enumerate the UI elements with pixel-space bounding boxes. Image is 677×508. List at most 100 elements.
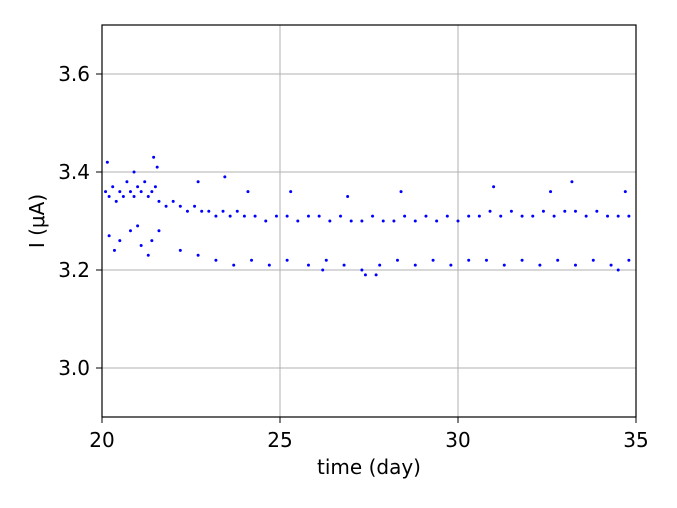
data-point: [584, 214, 588, 218]
data-point: [371, 214, 375, 218]
data-point: [136, 224, 140, 228]
x-axis-ticks: 20 25 30 35: [89, 417, 649, 452]
data-point: [143, 180, 147, 184]
y-tick-label: 3.4: [58, 160, 90, 184]
data-point: [392, 219, 396, 223]
data-point: [306, 263, 310, 267]
data-point: [104, 190, 108, 194]
x-tick-label: 25: [267, 428, 292, 452]
data-point: [570, 180, 574, 184]
data-point: [139, 190, 143, 194]
data-point: [114, 199, 118, 203]
data-point: [128, 229, 132, 233]
data-point: [250, 258, 254, 262]
data-point: [627, 258, 631, 262]
data-point: [606, 214, 610, 218]
data-point: [321, 268, 325, 272]
data-point: [531, 214, 535, 218]
data-point: [378, 263, 382, 267]
data-point: [563, 209, 567, 213]
data-point: [221, 209, 225, 213]
data-point: [121, 195, 125, 198]
data-point: [153, 185, 157, 189]
y-tick-label: 3.6: [58, 62, 90, 86]
data-point: [616, 268, 620, 272]
data-point: [223, 175, 227, 179]
data-point: [488, 209, 492, 213]
data-point: [235, 209, 239, 213]
x-tick-label: 35: [623, 428, 648, 452]
data-point: [146, 253, 150, 257]
data-point: [520, 258, 524, 262]
data-point: [520, 214, 524, 218]
data-point: [467, 214, 471, 218]
data-point: [467, 258, 471, 262]
data-point: [360, 219, 364, 223]
data-point: [556, 258, 560, 262]
x-axis-label: time (day): [317, 455, 421, 479]
data-point: [274, 214, 278, 218]
data-point: [152, 155, 156, 159]
data-point: [285, 258, 289, 262]
x-tick-label: 20: [89, 428, 114, 452]
data-point: [317, 214, 321, 218]
data-point: [413, 263, 417, 267]
data-point: [185, 209, 189, 213]
data-point: [435, 219, 439, 223]
data-point: [399, 190, 403, 194]
y-tick-label: 3.0: [58, 356, 90, 380]
data-point: [285, 214, 289, 218]
data-point: [552, 214, 556, 218]
data-point: [502, 263, 506, 267]
y-tick-label: 3.2: [58, 258, 90, 282]
y-axis-label: I (μA): [25, 194, 49, 248]
data-point: [107, 234, 111, 238]
data-point: [111, 185, 115, 189]
data-point: [413, 219, 417, 223]
data-point: [296, 219, 300, 223]
data-point: [128, 190, 132, 194]
data-point: [623, 190, 627, 194]
data-point: [214, 258, 218, 262]
data-point: [449, 263, 453, 267]
data-point: [132, 195, 136, 198]
data-point: [200, 209, 204, 213]
data-point: [139, 244, 143, 247]
data-point: [112, 248, 116, 252]
data-point: [132, 170, 136, 174]
data-point: [157, 229, 161, 233]
data-point: [431, 258, 435, 262]
data-point: [609, 263, 613, 267]
data-point: [328, 219, 332, 223]
data-point: [171, 199, 175, 203]
data-point: [150, 190, 154, 194]
data-point: [445, 214, 449, 218]
data-point: [207, 209, 211, 213]
data-point: [374, 273, 378, 277]
data-point: [228, 214, 232, 218]
data-point: [155, 165, 159, 169]
data-point: [339, 214, 343, 218]
data-point: [346, 195, 350, 198]
data-point: [456, 219, 460, 223]
data-point: [164, 204, 168, 208]
y-axis-ticks: 3.0 3.2 3.4 3.6: [58, 62, 102, 380]
data-point: [196, 253, 200, 257]
data-point: [381, 219, 385, 223]
data-point: [342, 263, 346, 267]
data-point: [424, 214, 428, 218]
data-point: [246, 190, 250, 194]
data-point: [253, 214, 257, 218]
data-point: [549, 190, 553, 194]
data-point: [289, 190, 293, 194]
data-point: [591, 258, 595, 262]
data-point: [492, 185, 496, 189]
data-point: [360, 268, 364, 272]
data-point: [136, 185, 140, 189]
x-tick-label: 30: [445, 428, 470, 452]
data-point: [395, 258, 399, 262]
data-point: [150, 239, 154, 243]
data-point: [306, 214, 310, 218]
data-point: [573, 209, 577, 213]
